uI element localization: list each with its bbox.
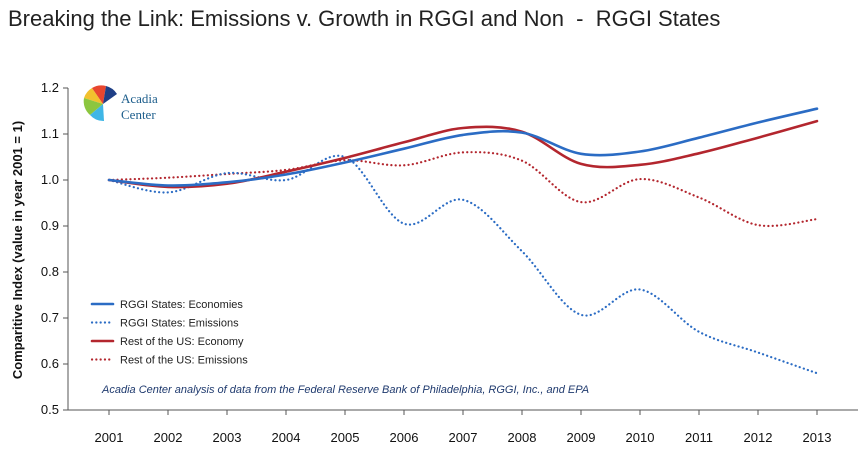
y-tick-label: 1.1 xyxy=(41,126,59,141)
x-tick-label: 2001 xyxy=(95,430,124,445)
y-tick-label: 0.8 xyxy=(41,264,59,279)
logo-line1: Acadia xyxy=(121,91,158,106)
x-tick-label: 2005 xyxy=(331,430,360,445)
source-note: Acadia Center analysis of data from the … xyxy=(101,384,589,396)
x-tick-label: 2012 xyxy=(744,430,773,445)
acadia-logo: Acadia Center xyxy=(83,85,158,122)
series-line-2 xyxy=(107,119,819,189)
y-axis-label: Comparitive Index (value in year 2001 = … xyxy=(10,121,25,379)
x-tick-label: 2009 xyxy=(567,430,596,445)
y-tick-label: 0.6 xyxy=(41,356,59,371)
x-tick-label: 2008 xyxy=(508,430,537,445)
series-line-3 xyxy=(107,151,819,228)
chart-title: Breaking the Link: Emissions v. Growth i… xyxy=(8,6,721,31)
x-tick-label: 2011 xyxy=(685,430,713,445)
legend-label: RGGI States: Emissions xyxy=(120,318,239,330)
x-tick-label: 2003 xyxy=(213,430,242,445)
legend: RGGI States: Economies RGGI States: Emiss… xyxy=(90,299,248,367)
logo-line2: Center xyxy=(121,107,156,122)
logo-petal-blue xyxy=(90,104,104,122)
x-tick-label: 2013 xyxy=(803,430,832,445)
series-line-0 xyxy=(107,107,819,187)
x-tick-label: 2010 xyxy=(626,430,655,445)
x-tick-label: 2002 xyxy=(154,430,183,445)
logo-petal-yellow xyxy=(84,88,103,104)
x-tick-label: 2004 xyxy=(272,430,301,445)
legend-label: Rest of the US: Economy xyxy=(120,336,244,348)
x-tick-label: 2006 xyxy=(390,430,419,445)
y-tick-label: 0.9 xyxy=(41,218,59,233)
x-tick-label: 2007 xyxy=(449,430,478,445)
y-tick-label: 0.5 xyxy=(41,402,59,417)
y-tick-label: 1.0 xyxy=(41,172,59,187)
legend-label: RGGI States: Economies xyxy=(120,299,243,311)
legend-label: Rest of the US: Emissions xyxy=(120,355,248,367)
y-tick-label: 0.7 xyxy=(41,310,59,325)
series-layer xyxy=(107,107,819,375)
series-line-1 xyxy=(107,154,819,375)
logo-petal-green xyxy=(83,98,103,115)
logo-petal-red xyxy=(92,85,106,104)
logo-petal-navy xyxy=(103,86,117,104)
y-tick-label: 1.2 xyxy=(41,80,59,95)
axis-ticks: 0.5 0.6 0.7 0.8 0.9 1.0 1.1 1.2 2001 2002 2003 2004… xyxy=(41,80,832,445)
